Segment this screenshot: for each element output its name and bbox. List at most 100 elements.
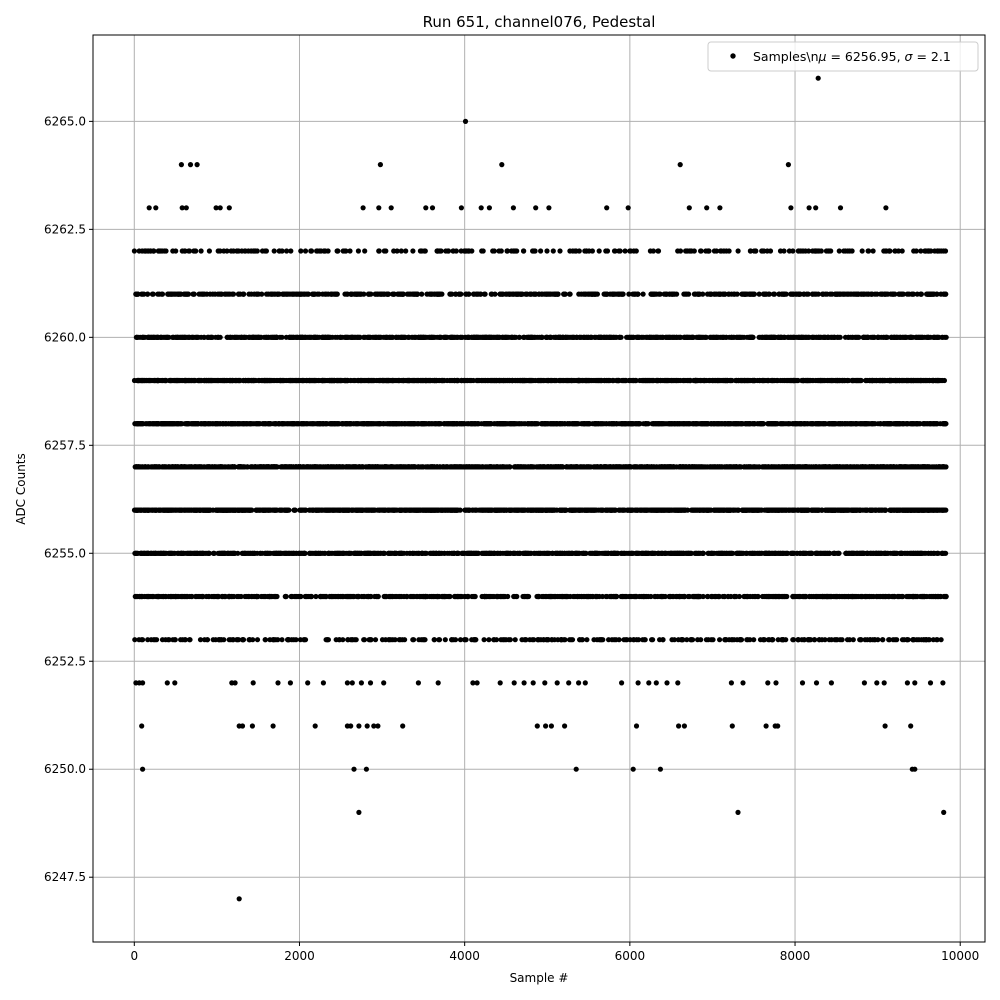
data-point bbox=[311, 464, 318, 470]
data-point bbox=[461, 550, 467, 556]
data-point bbox=[310, 550, 316, 556]
data-point bbox=[230, 464, 236, 470]
data-point bbox=[374, 593, 380, 600]
data-point bbox=[173, 507, 179, 513]
data-point bbox=[790, 464, 796, 470]
data-point bbox=[255, 593, 261, 600]
data-point bbox=[197, 550, 203, 556]
data-point bbox=[285, 637, 291, 643]
data-point bbox=[386, 593, 392, 600]
data-point bbox=[901, 637, 907, 643]
data-point bbox=[489, 593, 495, 600]
data-point bbox=[441, 593, 447, 600]
data-point bbox=[811, 593, 817, 600]
data-point bbox=[733, 507, 739, 513]
data-point bbox=[238, 464, 244, 470]
data-point bbox=[562, 507, 568, 513]
data-point bbox=[421, 507, 427, 513]
data-point bbox=[717, 464, 723, 470]
data-point bbox=[411, 464, 417, 470]
data-point bbox=[620, 593, 626, 600]
data-point bbox=[249, 593, 255, 600]
data-point bbox=[916, 637, 922, 643]
data-point bbox=[344, 464, 350, 470]
data-point bbox=[359, 507, 365, 513]
data-point bbox=[260, 507, 266, 513]
data-point bbox=[414, 593, 420, 600]
data-point bbox=[160, 593, 166, 600]
data-point bbox=[767, 593, 773, 600]
data-point bbox=[298, 593, 304, 600]
data-point bbox=[825, 464, 831, 470]
data-point bbox=[389, 507, 396, 513]
data-point bbox=[886, 637, 892, 643]
data-point bbox=[361, 593, 367, 600]
data-point bbox=[522, 507, 528, 513]
data-point bbox=[338, 464, 344, 470]
data-point bbox=[756, 550, 763, 556]
data-point bbox=[784, 593, 790, 600]
data-point bbox=[435, 507, 441, 513]
data-point bbox=[260, 464, 266, 470]
data-point bbox=[368, 507, 374, 513]
data-point bbox=[548, 593, 554, 600]
data-point bbox=[368, 637, 374, 643]
data-point bbox=[869, 507, 875, 513]
data-point bbox=[628, 593, 634, 600]
data-point bbox=[591, 464, 597, 470]
data-point bbox=[618, 507, 624, 513]
data-point bbox=[210, 637, 216, 643]
data-point bbox=[705, 593, 711, 600]
data-point bbox=[429, 464, 435, 470]
data-point bbox=[822, 637, 828, 643]
data-point bbox=[494, 464, 500, 470]
data-point bbox=[738, 637, 744, 643]
data-point bbox=[679, 507, 685, 513]
data-point bbox=[598, 507, 604, 513]
data-point bbox=[673, 593, 679, 600]
data-point bbox=[876, 507, 883, 513]
data-point bbox=[188, 550, 194, 556]
data-point bbox=[779, 637, 785, 643]
data-point bbox=[812, 507, 818, 513]
data-point bbox=[504, 507, 510, 513]
data-point bbox=[572, 593, 578, 600]
data-point bbox=[178, 637, 184, 643]
data-point bbox=[360, 464, 366, 470]
data-point bbox=[381, 550, 387, 556]
data-point bbox=[608, 464, 614, 470]
data-point bbox=[220, 550, 226, 556]
data-point bbox=[812, 464, 818, 470]
data-point bbox=[780, 593, 786, 600]
data-point bbox=[557, 507, 563, 513]
data-point bbox=[523, 637, 529, 643]
data-point bbox=[719, 507, 725, 513]
data-point bbox=[238, 593, 244, 600]
data-point bbox=[247, 637, 253, 643]
data-point bbox=[219, 593, 225, 600]
data-point bbox=[797, 464, 804, 470]
data-point bbox=[398, 507, 404, 513]
data-point bbox=[313, 507, 320, 513]
data-point bbox=[243, 550, 249, 556]
data-point bbox=[832, 507, 838, 513]
data-point bbox=[162, 550, 168, 556]
data-point bbox=[292, 507, 298, 513]
data-point bbox=[923, 637, 929, 643]
data-point bbox=[537, 464, 543, 470]
data-point bbox=[270, 637, 276, 643]
data-point bbox=[632, 464, 639, 470]
data-point bbox=[169, 550, 175, 556]
data-point bbox=[791, 593, 797, 600]
data-point bbox=[514, 550, 521, 556]
data-point bbox=[713, 507, 719, 513]
data-point bbox=[650, 637, 656, 643]
data-point bbox=[473, 637, 479, 643]
data-point bbox=[599, 637, 605, 643]
data-point bbox=[272, 464, 278, 470]
data-point bbox=[824, 550, 830, 556]
data-point bbox=[594, 593, 600, 600]
data-point bbox=[541, 593, 547, 600]
data-point bbox=[145, 507, 151, 513]
data-point bbox=[650, 507, 656, 513]
